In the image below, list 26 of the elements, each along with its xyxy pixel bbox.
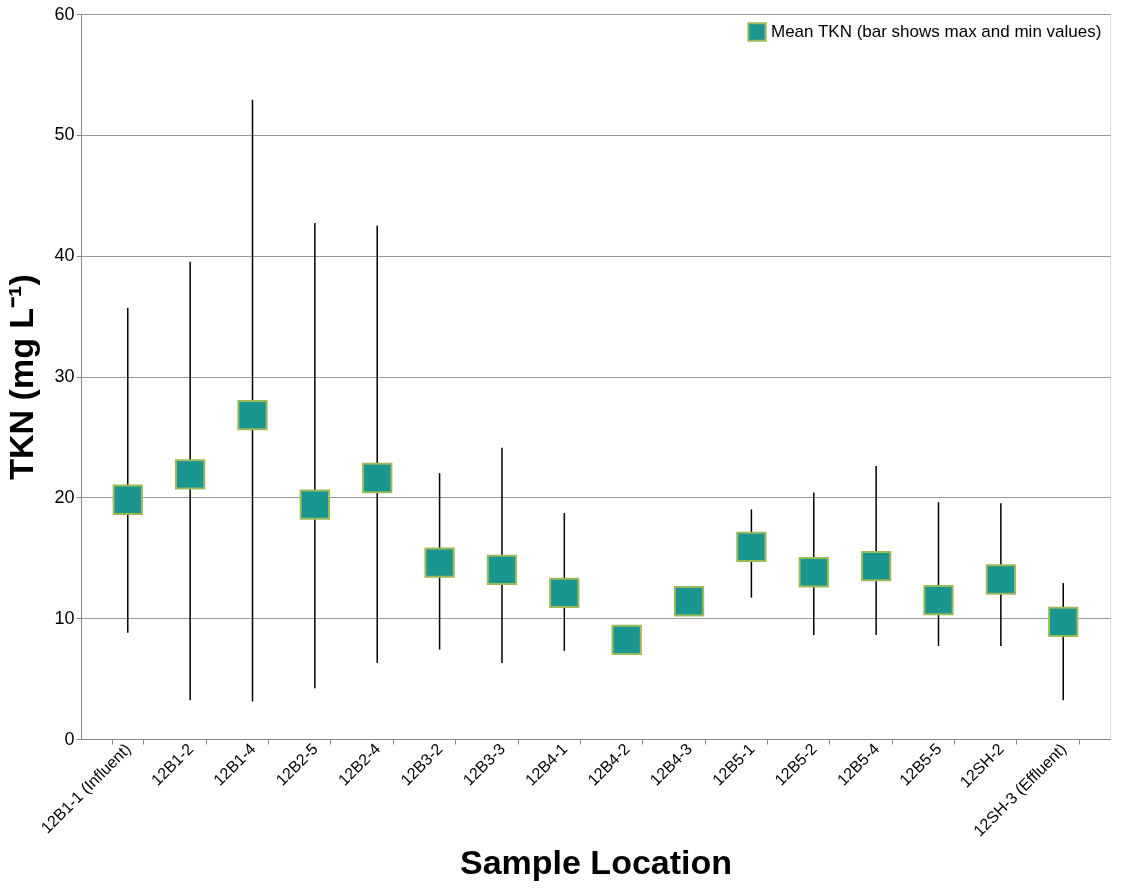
y-tick-label: 10 [54, 607, 75, 628]
point [611, 624, 642, 656]
point [362, 462, 393, 494]
point [237, 400, 268, 431]
point [112, 484, 143, 515]
point [174, 459, 206, 490]
point [798, 557, 829, 588]
point [486, 554, 518, 585]
point [673, 586, 705, 617]
point [860, 551, 892, 582]
point [985, 564, 1017, 595]
point [1048, 606, 1079, 637]
point [424, 547, 455, 578]
legend-label: Mean TKN (bar shows max and min values) [771, 22, 1102, 41]
point [299, 489, 331, 520]
y-axis-title: TKN (mg L⁻¹) [2, 274, 41, 480]
point [549, 577, 580, 608]
point [736, 531, 767, 563]
y-tick-label: 30 [54, 366, 75, 386]
y-tick-label: 40 [54, 245, 75, 266]
y-tick-label: 50 [54, 124, 75, 145]
y-tick-label: 20 [54, 486, 75, 507]
y-tick-label: 0 [64, 728, 75, 749]
x-axis-title: Sample Location [459, 843, 733, 882]
point [923, 584, 954, 616]
y-tick-label: 60 [54, 3, 75, 24]
